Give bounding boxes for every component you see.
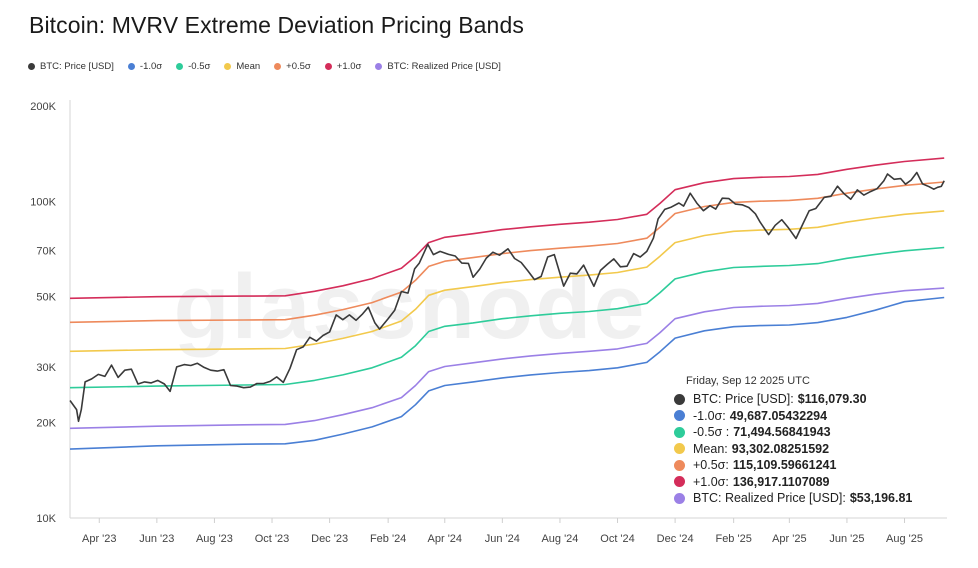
- tooltip-value: 93,302.08251592: [731, 441, 830, 456]
- tooltip-row-realized: BTC: Realized Price [USD]: $53,196.81: [674, 490, 956, 507]
- legend-label: Mean: [236, 61, 261, 72]
- chart-legend: BTC: Price [USD] -1.0σ -0.5σ Mean +0.5σ …: [28, 61, 515, 72]
- x-tick-label: Oct '23: [255, 533, 290, 545]
- legend-item-realized[interactable]: BTC: Realized Price [USD]: [375, 61, 501, 72]
- watermark: glassnode: [173, 256, 646, 358]
- legend-label: +1.0σ: [336, 61, 362, 72]
- legend-swatch: [324, 63, 332, 70]
- legend-label: BTC: Realized Price [USD]: [387, 61, 501, 72]
- tooltip-swatch: [674, 459, 685, 471]
- tooltip-swatch: [674, 492, 685, 504]
- x-tick-label: Apr '25: [772, 533, 807, 545]
- chart-title: Bitcoin: MVRV Extreme Deviation Pricing …: [29, 12, 524, 38]
- legend-swatch: [224, 63, 232, 70]
- series-line-0[interactable]: [69, 171, 945, 423]
- y-tick-label: 100K: [30, 196, 56, 208]
- legend-item-plus1[interactable]: +1.0σ: [324, 61, 362, 72]
- series-line-3[interactable]: [69, 210, 945, 353]
- tooltip-label: Mean:: [693, 441, 728, 456]
- x-tick-label: Jun '24: [485, 533, 520, 545]
- legend-swatch: [176, 63, 184, 70]
- tooltip-row-price: BTC: Price [USD]: $116,079.30: [674, 391, 956, 408]
- x-tick-label: Aug '25: [886, 533, 923, 545]
- tooltip-label: +1.0σ:: [693, 474, 729, 489]
- y-tick-label: 30K: [36, 362, 56, 374]
- tooltip-label: -0.5σ :: [693, 425, 730, 440]
- tooltip-label: BTC: Realized Price [USD]:: [693, 491, 846, 506]
- tooltip-swatch: [674, 393, 685, 405]
- tooltip-value: 71,494.56841943: [733, 425, 831, 440]
- y-tick-label: 20K: [36, 418, 56, 430]
- tooltip-date: Friday, Sep 12 2025 UTC: [686, 375, 810, 387]
- legend-swatch: [28, 63, 35, 70]
- legend-label: -0.5σ: [188, 61, 211, 72]
- x-tick-label: Apr '23: [82, 533, 117, 545]
- tooltip-value: $116,079.30: [797, 392, 867, 407]
- tooltip-value: 115,109.59661241: [732, 458, 837, 473]
- tooltip-label: +0.5σ:: [693, 458, 729, 473]
- tooltip-value: $53,196.81: [849, 491, 913, 506]
- x-tick-label: Dec '24: [657, 533, 694, 545]
- tooltip-row-plus05: +0.5σ: 115,109.59661241: [674, 457, 956, 474]
- legend-label: -1.0σ: [139, 61, 163, 72]
- series-line-1[interactable]: [69, 296, 945, 450]
- x-tick-label: Aug '24: [541, 533, 578, 545]
- legend-swatch: [375, 63, 383, 70]
- axes: 10K 20K 30K 50K 70K 100K 200K Apr '23 Jun '23 Aug…: [30, 100, 947, 545]
- tooltip-value: 136,917.1107089: [732, 474, 830, 489]
- hover-tooltip: Friday, Sep 12 2025 UTC BTC: Price [USD]…: [674, 375, 956, 507]
- legend-item-minus1[interactable]: -1.0σ: [127, 61, 163, 72]
- y-tick-label: 200K: [30, 101, 56, 113]
- tooltip-swatch: [674, 426, 685, 438]
- y-tick-label: 10K: [36, 513, 56, 525]
- legend-label: +0.5σ: [286, 61, 311, 72]
- y-tick-label: 50K: [36, 292, 56, 304]
- series-line-6[interactable]: [69, 287, 945, 430]
- x-tick-label: Jun '25: [829, 533, 864, 545]
- series-line-4[interactable]: [69, 181, 945, 324]
- tooltip-swatch: [674, 443, 685, 455]
- x-tick-label: Feb '24: [370, 533, 406, 545]
- series-line-5[interactable]: [69, 157, 945, 300]
- series-line-2[interactable]: [69, 246, 945, 389]
- tooltip-row-minus05: -0.5σ :71,494.56841943: [674, 424, 956, 441]
- legend-label: BTC: Price [USD]: [40, 61, 114, 72]
- series-lines: [69, 157, 945, 450]
- x-tick-label: Dec '23: [311, 533, 348, 545]
- legend-swatch: [274, 63, 282, 70]
- x-tick-label: Feb '25: [715, 533, 751, 545]
- tooltip-swatch: [674, 476, 685, 488]
- legend-item-mean[interactable]: Mean: [224, 61, 260, 72]
- legend-item-minus05[interactable]: -0.5σ: [176, 61, 210, 72]
- x-tick-label: Jun '23: [139, 533, 174, 545]
- y-tick-label: 70K: [36, 245, 56, 257]
- tooltip-swatch: [674, 410, 685, 422]
- tooltip-row-mean: Mean: 93,302.08251592: [674, 441, 956, 458]
- legend-item-price[interactable]: BTC: Price [USD]: [28, 61, 114, 72]
- x-tick-label: Apr '24: [428, 533, 463, 545]
- legend-swatch: [127, 63, 135, 70]
- tooltip-label: BTC: Price [USD]:: [693, 392, 794, 407]
- tooltip-value: 49,687.05432294: [729, 408, 828, 423]
- tooltip-label: -1.0σ:: [693, 408, 726, 423]
- x-tick-label: Oct '24: [600, 533, 635, 545]
- x-tick-label: Aug '23: [196, 533, 233, 545]
- legend-item-plus05[interactable]: +0.5σ: [274, 61, 311, 72]
- tooltip-row-minus1: -1.0σ: 49,687.05432294: [674, 408, 956, 425]
- tooltip-row-plus1: +1.0σ: 136,917.1107089: [674, 474, 956, 491]
